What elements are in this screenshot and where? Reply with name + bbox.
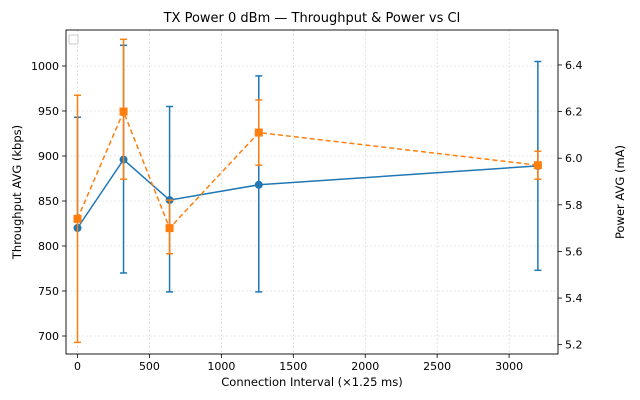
x-tick-label: 3000 <box>495 360 523 373</box>
series-2 <box>73 38 542 344</box>
plot-frame <box>65 29 559 355</box>
chart-title: TX Power 0 dBm — Throughput & Power vs C… <box>163 11 461 26</box>
y-right-tick-label: 5.8 <box>565 199 583 212</box>
data-point <box>165 224 174 233</box>
y-right-tick-label: 6.4 <box>565 59 583 72</box>
y-left-tick-label: 700 <box>38 330 59 343</box>
x-tick-label: 2000 <box>351 360 379 373</box>
y-left-tick-label: 800 <box>38 240 59 253</box>
grid <box>66 30 558 354</box>
x-axis-title: Connection Interval (×1.25 ms) <box>221 375 402 389</box>
y-right-tick-label: 5.4 <box>565 292 583 305</box>
series-layer <box>73 38 542 344</box>
legend-box <box>68 34 79 45</box>
y-axis-right-title: Power AVG (mA) <box>613 145 627 239</box>
y-right-tick-label: 6.2 <box>565 106 583 119</box>
data-point <box>73 214 82 223</box>
y-left-tick-label: 750 <box>38 285 59 298</box>
y-left-tick-label: 850 <box>38 195 59 208</box>
x-tick-label: 500 <box>139 360 160 373</box>
axes: 0 500 1000 1500 2000 2500 3000 700 750 800 850 900 9… <box>31 59 583 373</box>
x-tick-label: 1500 <box>279 360 307 373</box>
y-right-tick-label: 5.2 <box>565 339 583 352</box>
data-point <box>533 161 542 170</box>
y-left-tick-label: 1000 <box>31 60 59 73</box>
x-tick-label: 2500 <box>423 360 451 373</box>
y-axis-left-title: Throughput AVG (kbps) <box>10 125 24 260</box>
data-point <box>254 180 263 189</box>
y-right-tick-label: 5.6 <box>565 245 583 258</box>
data-point <box>119 107 128 116</box>
x-tick-label: 0 <box>74 360 81 373</box>
data-point <box>254 128 263 137</box>
x-tick-label: 1000 <box>207 360 235 373</box>
y-left-tick-label: 900 <box>38 150 59 163</box>
y-left-tick-label: 950 <box>38 105 59 118</box>
y-right-tick-label: 6.0 <box>565 152 583 165</box>
